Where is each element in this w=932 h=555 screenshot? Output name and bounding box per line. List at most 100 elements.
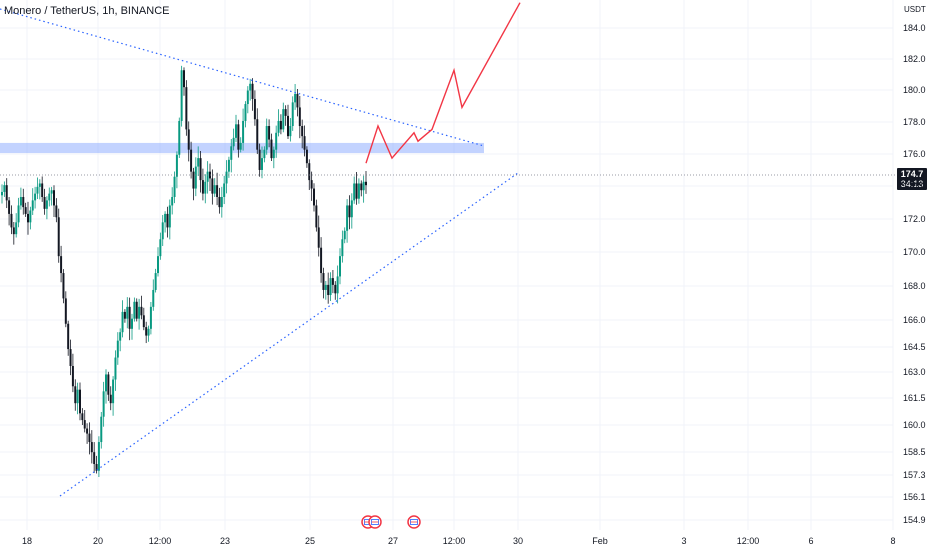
candle (192, 167, 195, 201)
x-axis-tick-label: 30 (513, 536, 523, 546)
candle (86, 423, 89, 444)
candle-body (114, 357, 117, 380)
candle-body (83, 420, 86, 429)
y-axis-tick-label: 166.0 (903, 315, 926, 325)
candle-body (242, 120, 245, 143)
y-axis-tick-label: 164.5 (903, 342, 926, 352)
candle (249, 78, 252, 101)
candle (251, 78, 254, 111)
candle (17, 197, 20, 228)
y-axis-tick-label: 178.0 (903, 117, 926, 127)
candle (38, 179, 41, 200)
candle-body (100, 416, 103, 443)
candle-body (282, 109, 285, 130)
candle (261, 146, 263, 179)
candle-body (346, 205, 349, 231)
candle (301, 119, 304, 149)
y-axis-tick-label: 156.1 (903, 492, 926, 502)
candle-body (218, 197, 221, 208)
candle-body (95, 464, 98, 471)
x-axis-tick-label: 12:00 (443, 536, 466, 546)
candle-body (109, 394, 112, 404)
candle (357, 178, 360, 204)
candle-body (313, 188, 315, 206)
symbol-title[interactable]: Monero / TetherUS, 1h, BINANCE (4, 5, 170, 17)
x-axis-tick-label: 6 (808, 536, 813, 546)
candle (90, 430, 93, 464)
candle-body (183, 70, 185, 88)
candle (43, 188, 46, 215)
candle-body (180, 70, 183, 121)
x-axis-tick-label: 8 (890, 536, 895, 546)
candle-body (343, 230, 346, 240)
event-flag-icon[interactable] (368, 515, 382, 529)
candle (327, 272, 330, 304)
candle-body (194, 166, 197, 189)
candle (145, 321, 148, 344)
candle (291, 96, 294, 131)
candle (100, 411, 103, 449)
candle-body (12, 227, 15, 235)
candle-body (329, 278, 332, 296)
candle-body (324, 284, 327, 290)
candle-body (289, 126, 292, 137)
candle-body (60, 256, 63, 274)
candle (223, 175, 226, 205)
candle (95, 455, 98, 474)
y-axis-tick-label: 172.0 (903, 214, 926, 224)
candle-body (22, 197, 25, 208)
candle (353, 176, 356, 204)
candle (166, 206, 169, 238)
candle-body (102, 391, 105, 417)
candle-body (322, 273, 325, 290)
candle-body (164, 213, 167, 223)
candle-body (10, 213, 13, 228)
drawings[interactable] (0, 2, 521, 497)
candle (64, 291, 67, 328)
candle-body (204, 181, 207, 194)
candle-body (8, 200, 11, 214)
candle-body (199, 158, 202, 181)
candle-body (71, 366, 74, 387)
candle (168, 199, 171, 240)
candle (3, 181, 6, 197)
candle-body (168, 205, 171, 228)
candle-body (275, 132, 278, 150)
x-axis-tick-label: 12:00 (737, 536, 760, 546)
current-price-tag (897, 168, 927, 190)
candle-body (303, 136, 306, 150)
currency-unit-label: USDT (904, 5, 926, 14)
event-markers[interactable] (361, 515, 421, 529)
resistance-zone-rect (0, 142, 484, 154)
resistance-zone[interactable] (0, 142, 484, 154)
candle-body (19, 197, 22, 206)
candle-body (206, 171, 209, 182)
candle (242, 108, 245, 151)
candle (315, 199, 318, 232)
candle (343, 227, 346, 244)
candle-body (173, 176, 176, 197)
candle-body (235, 124, 237, 138)
candle-body (225, 171, 228, 184)
candle-body (3, 185, 6, 192)
candle-body (301, 126, 304, 137)
candle-body (38, 183, 41, 187)
candle (114, 350, 117, 391)
candle (36, 177, 39, 200)
candle (135, 298, 138, 322)
candle (164, 211, 167, 233)
y-axis-tick-label: 157.3 (903, 470, 926, 480)
candle (105, 369, 107, 404)
x-axis-tick-label: 3 (681, 536, 686, 546)
candle-body (187, 129, 190, 150)
candle-body (157, 256, 159, 274)
candle (239, 137, 242, 153)
x-axis-tick-label: 23 (220, 536, 230, 546)
candle-body (154, 273, 157, 290)
candle (216, 172, 219, 206)
candle-body (149, 306, 152, 329)
candle (50, 186, 53, 206)
event-flag-icon[interactable] (407, 515, 421, 529)
